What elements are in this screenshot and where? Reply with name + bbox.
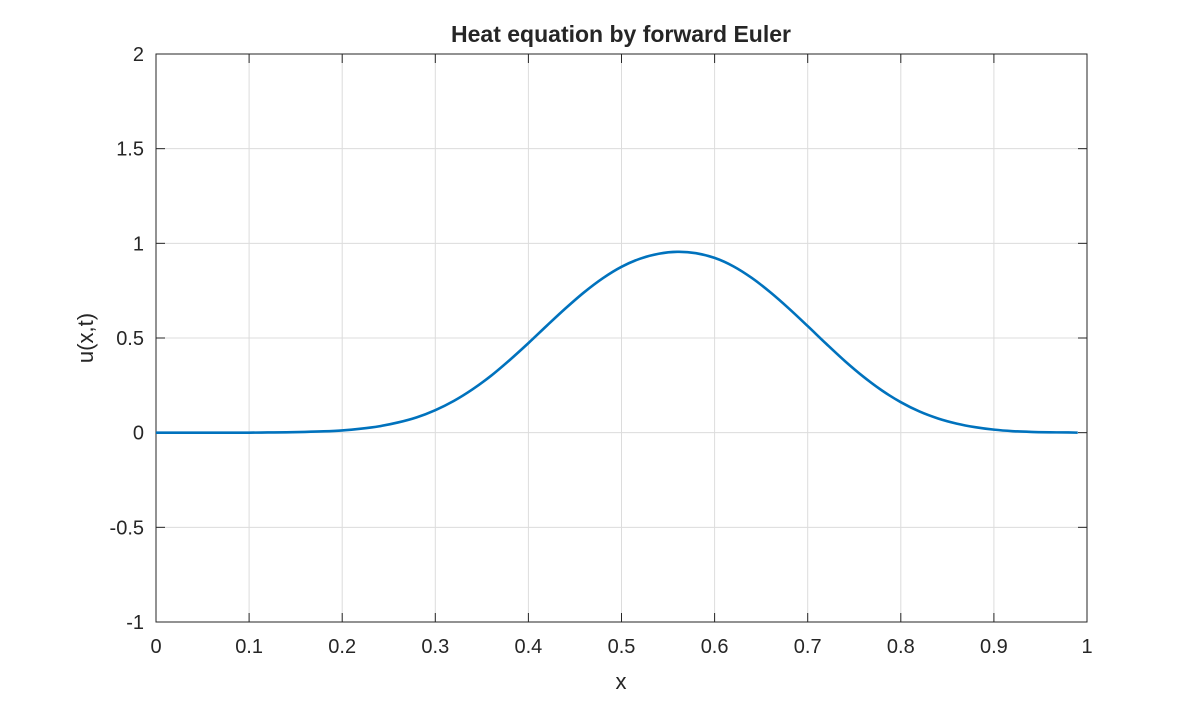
x-tick-label: 0.5 (608, 636, 636, 658)
x-tick-label: 1 (1081, 636, 1092, 658)
y-tick-label: 0.5 (116, 328, 144, 350)
series-lines (155, 250, 1078, 434)
x-tick-label: 0.4 (514, 636, 542, 658)
x-tick-label: 0.3 (421, 636, 449, 658)
y-tick-label: -1 (126, 612, 144, 634)
chart-title: Heat equation by forward Euler (451, 21, 791, 47)
y-tick-label: 2 (133, 44, 144, 66)
x-axis-label: x (616, 669, 627, 694)
x-tick-label: 0.2 (328, 636, 356, 658)
axis-ticks (155, 53, 1088, 623)
x-tick-label: 0.6 (701, 636, 729, 658)
x-tick-label: 0.9 (980, 636, 1008, 658)
y-tick-label: 1.5 (116, 139, 144, 161)
y-axis-label: u(x,t) (73, 313, 98, 363)
x-tick-labels: 0 0.1 0.2 0.3 0.4 0.5 0.6 0.7 0.8 0.9 1 (150, 636, 1092, 658)
y-tick-label: -0.5 (110, 517, 144, 539)
y-tick-label: 0 (133, 423, 144, 445)
y-tick-labels: -1 -0.5 0 0.5 1 1.5 2 (110, 44, 144, 634)
y-tick-label: 1 (133, 233, 144, 255)
x-tick-label: 0.8 (887, 636, 915, 658)
x-tick-label: 0.7 (794, 636, 822, 658)
x-tick-label: 0 (150, 636, 161, 658)
series-line (155, 250, 1078, 434)
x-tick-label: 0.1 (235, 636, 263, 658)
grid (155, 53, 1088, 623)
